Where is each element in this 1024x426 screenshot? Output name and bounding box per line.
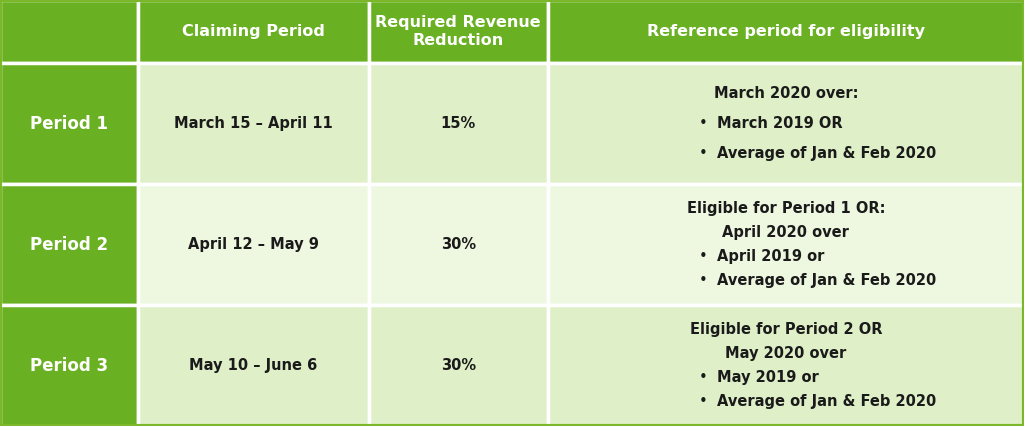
Text: April 2019 or: April 2019 or (718, 249, 824, 264)
Text: March 2019 OR: March 2019 OR (718, 116, 843, 131)
Text: Eligible for Period 1 OR:: Eligible for Period 1 OR: (687, 201, 885, 216)
Text: Average of Jan & Feb 2020: Average of Jan & Feb 2020 (718, 394, 937, 409)
Text: •: • (699, 370, 708, 385)
FancyBboxPatch shape (138, 63, 369, 184)
FancyBboxPatch shape (0, 63, 138, 184)
Text: Period 3: Period 3 (30, 357, 109, 374)
Text: 30%: 30% (440, 358, 476, 373)
Text: •: • (699, 116, 708, 131)
FancyBboxPatch shape (369, 0, 548, 63)
FancyBboxPatch shape (369, 305, 548, 426)
Text: Average of Jan & Feb 2020: Average of Jan & Feb 2020 (718, 273, 937, 288)
Text: April 2020 over: April 2020 over (723, 225, 849, 240)
FancyBboxPatch shape (0, 0, 138, 63)
Text: May 2020 over: May 2020 over (725, 346, 847, 361)
Text: March 2020 over:: March 2020 over: (714, 86, 858, 101)
FancyBboxPatch shape (138, 0, 369, 63)
Text: May 2019 or: May 2019 or (718, 370, 819, 385)
Text: •: • (699, 273, 708, 288)
FancyBboxPatch shape (548, 63, 1024, 184)
FancyBboxPatch shape (138, 305, 369, 426)
FancyBboxPatch shape (369, 184, 548, 305)
Text: 15%: 15% (440, 116, 476, 131)
Text: •: • (699, 394, 708, 409)
Text: Claiming Period: Claiming Period (182, 24, 325, 39)
Text: Period 1: Period 1 (30, 115, 109, 132)
FancyBboxPatch shape (548, 305, 1024, 426)
FancyBboxPatch shape (369, 63, 548, 184)
Text: March 15 – April 11: March 15 – April 11 (174, 116, 333, 131)
Text: •: • (699, 249, 708, 264)
Text: April 12 – May 9: April 12 – May 9 (188, 237, 318, 252)
FancyBboxPatch shape (0, 305, 138, 426)
FancyBboxPatch shape (0, 184, 138, 305)
Text: Required Revenue
Reduction: Required Revenue Reduction (376, 15, 541, 48)
Text: Reference period for eligibility: Reference period for eligibility (647, 24, 925, 39)
Text: May 10 – June 6: May 10 – June 6 (189, 358, 317, 373)
Text: Eligible for Period 2 OR: Eligible for Period 2 OR (690, 322, 882, 337)
Text: Average of Jan & Feb 2020: Average of Jan & Feb 2020 (718, 146, 937, 161)
Text: •: • (699, 146, 708, 161)
Text: Period 2: Period 2 (30, 236, 109, 253)
FancyBboxPatch shape (548, 184, 1024, 305)
FancyBboxPatch shape (138, 184, 369, 305)
FancyBboxPatch shape (548, 0, 1024, 63)
Text: 30%: 30% (440, 237, 476, 252)
